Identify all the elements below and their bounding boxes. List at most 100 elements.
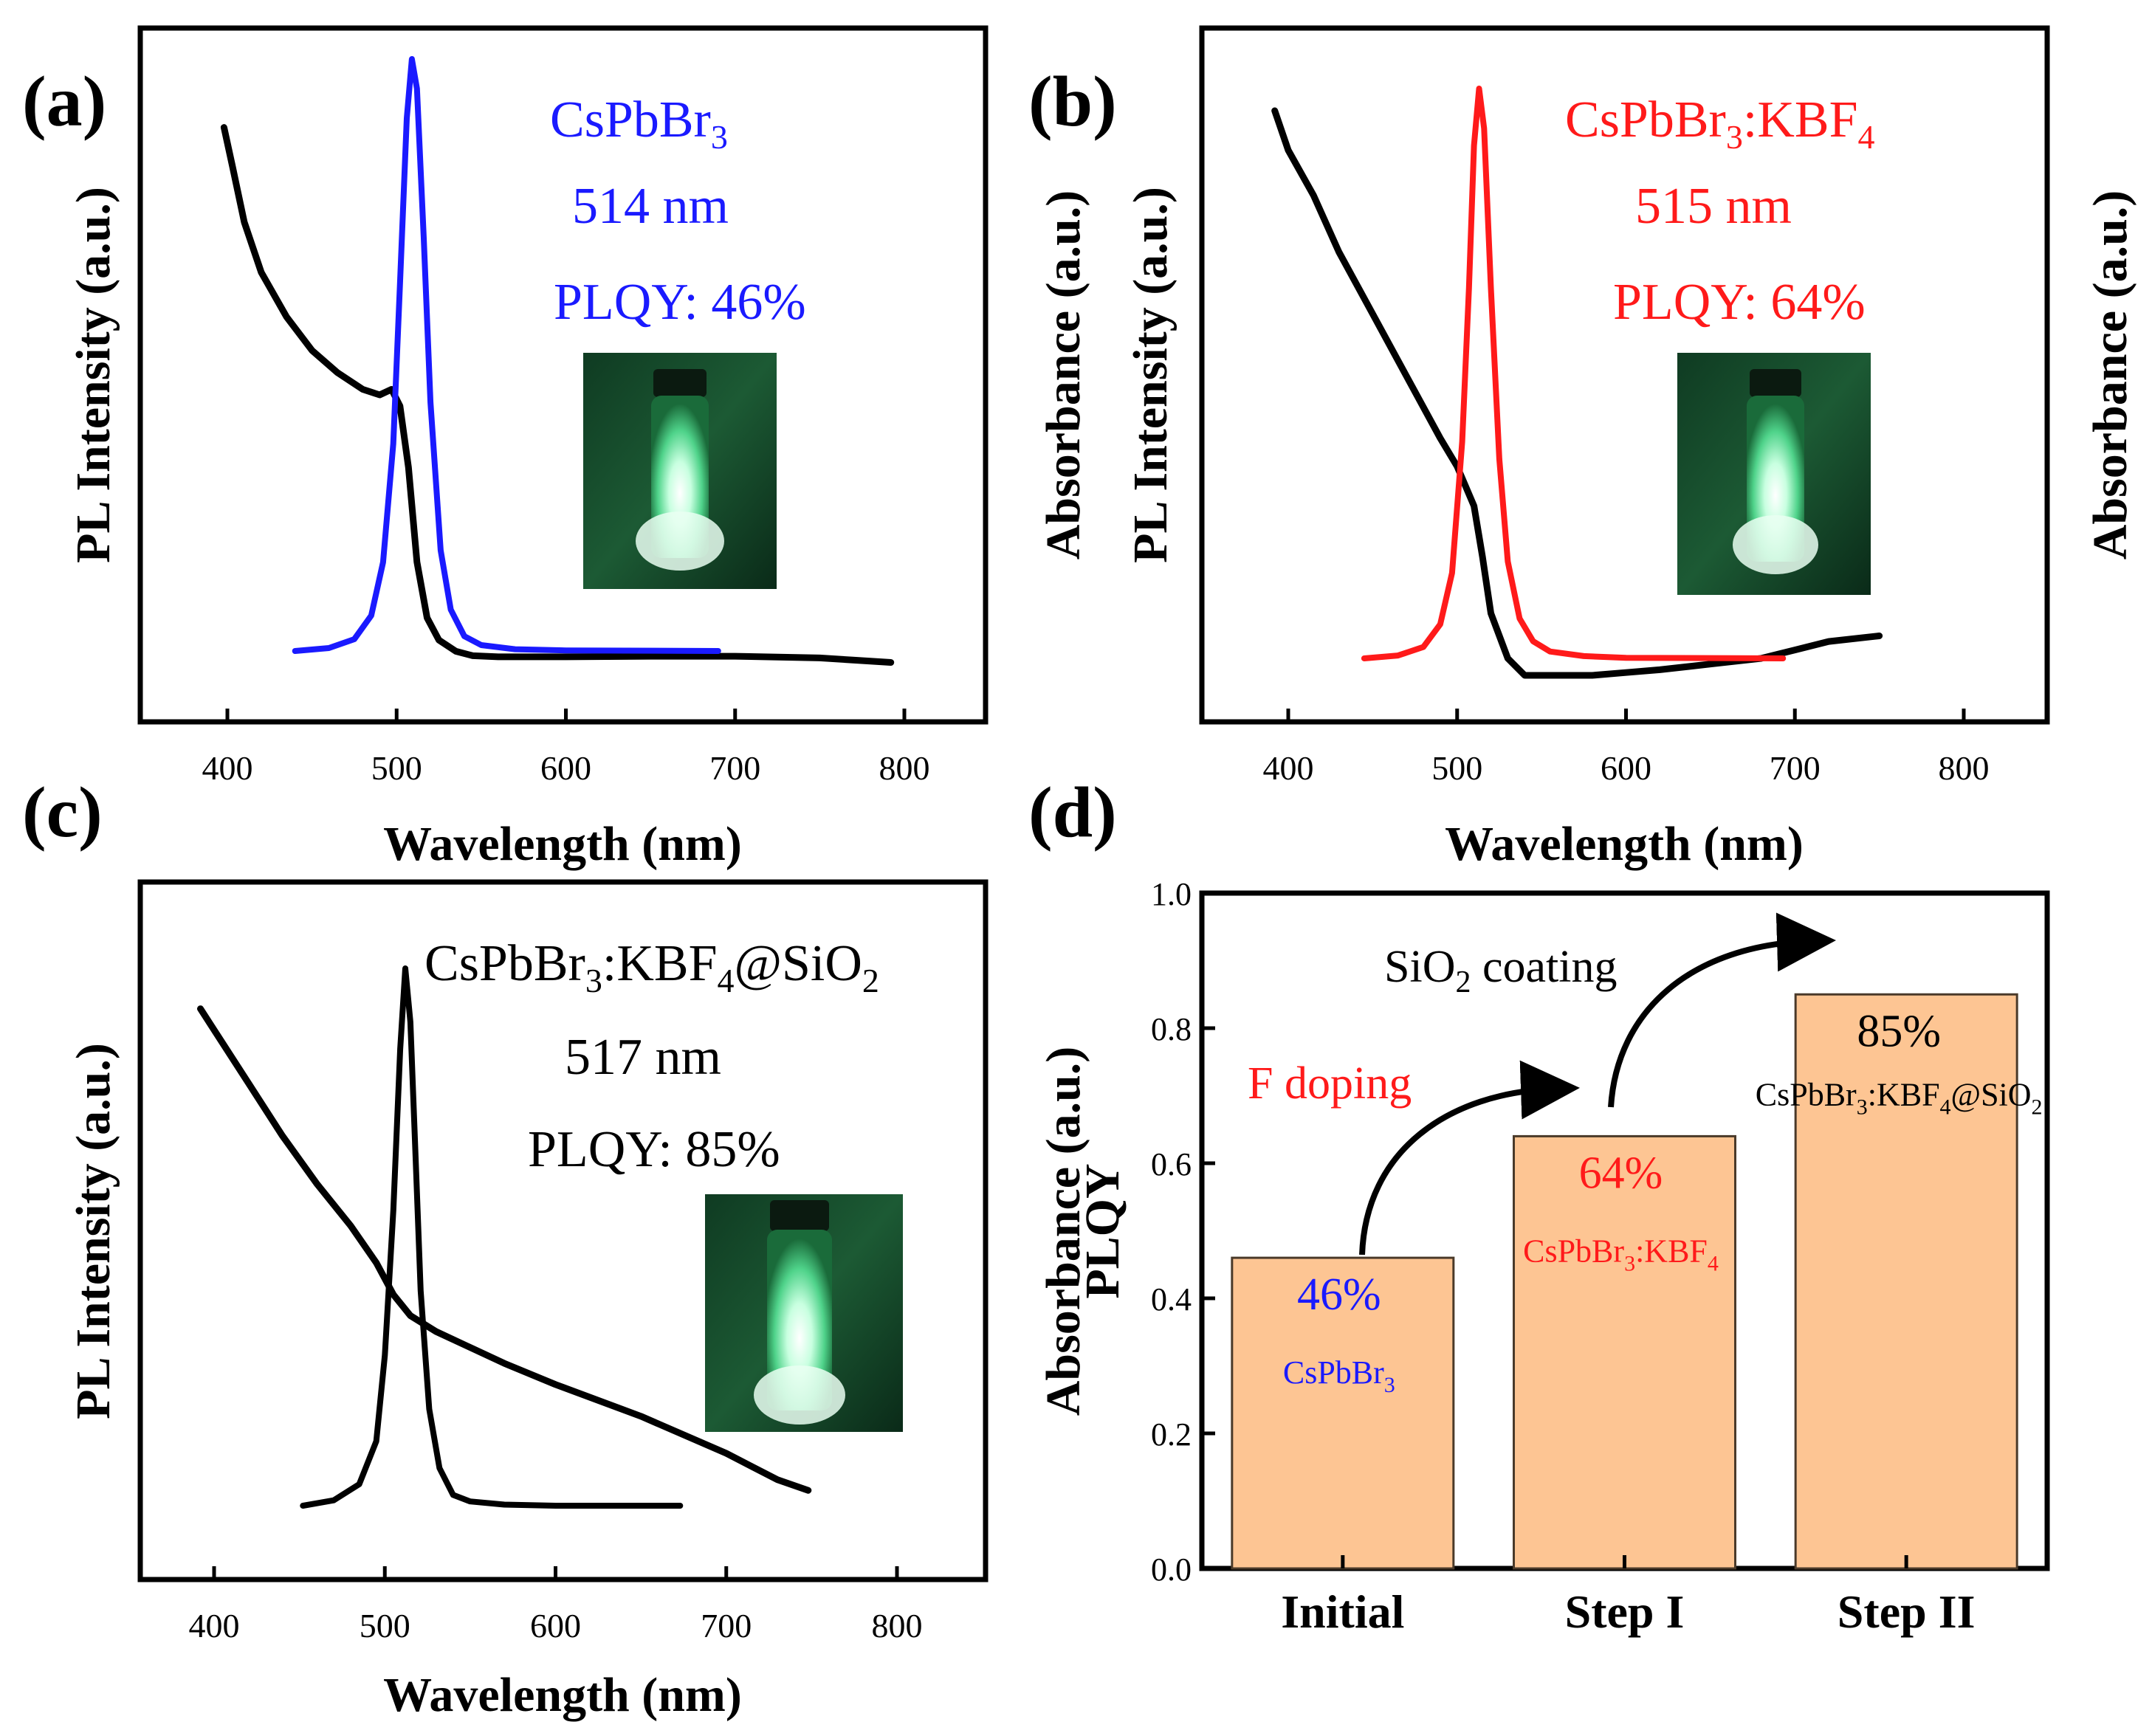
sample-name-a: CsPbBr3 bbox=[550, 92, 728, 156]
bar-1 bbox=[1513, 1134, 1736, 1570]
sample-name-c: CsPbBr3:KBF4@SiO2 bbox=[424, 935, 879, 999]
absorbance-line-a bbox=[220, 124, 895, 666]
y-tick-label-d-5: 1.0 bbox=[1151, 876, 1192, 912]
absorbance-line-c bbox=[197, 1005, 812, 1494]
arrow-sio2-coating bbox=[1608, 912, 1836, 1108]
x-tick-label-c-2: 600 bbox=[530, 1607, 581, 1644]
y-ticks-d: 0.0 0.2 0.4 0.6 0.8 1.0 bbox=[1151, 876, 1215, 1588]
plot-frame-a bbox=[137, 25, 989, 725]
category-labels-d: Initial Step I Step II bbox=[1281, 1555, 1976, 1638]
y-tick-label-d-0: 0.0 bbox=[1151, 1551, 1192, 1588]
y-axis-label-a: PL Intensity (a.u.) bbox=[66, 187, 120, 563]
y-tick-label-d-1: 0.2 bbox=[1151, 1416, 1192, 1453]
peak-label-b: 515 nm bbox=[1635, 178, 1792, 235]
sample-name-b-base: CsPbBr bbox=[1565, 92, 1726, 148]
x-tick-label-a-4: 800 bbox=[879, 749, 930, 787]
y-axis-label-c: PL Intensity (a.u.) bbox=[66, 1043, 120, 1419]
arrow-f-doping bbox=[1359, 1060, 1580, 1256]
y-tick-label-d-3: 0.6 bbox=[1151, 1146, 1192, 1182]
y-axis-label-b-right: Absorbance (a.u.) bbox=[2083, 190, 2137, 560]
sample-name-b-sub2: 4 bbox=[1858, 118, 1875, 156]
sio2-coating-sub: 2 bbox=[1455, 965, 1471, 999]
x-tick-label-a-1: 500 bbox=[371, 749, 422, 787]
inset-vial-a bbox=[583, 353, 777, 589]
bar-2 bbox=[1794, 993, 2018, 1570]
panel-label-a: (a) bbox=[22, 62, 106, 142]
peak-label-c: 517 nm bbox=[565, 1029, 721, 1086]
x-tick-label-b-0: 400 bbox=[1263, 749, 1314, 787]
value-label-2: 85% bbox=[1857, 1006, 1941, 1056]
sample-name-c-sub3: 2 bbox=[862, 962, 879, 999]
y-axis-label-d: PLQY bbox=[1076, 1163, 1130, 1298]
sample-name-c-rest2: @SiO bbox=[735, 935, 862, 992]
pl-line-b bbox=[1361, 86, 1787, 661]
sio2-coating-post: coating bbox=[1471, 942, 1617, 992]
sample-name-a-base: CsPbBr bbox=[550, 92, 711, 148]
sample-label-1: CsPbBr3:KBF4 bbox=[1523, 1233, 1719, 1275]
x-axis-label-c: Wavelength (nm) bbox=[383, 1668, 742, 1722]
y-axis-label-b-abs: Absorbance (a.u.) bbox=[1037, 190, 1090, 560]
bar-0 bbox=[1231, 1256, 1455, 1570]
plqy-label-c: PLQY: 85% bbox=[528, 1121, 780, 1178]
y-axis-label-d-abs: Absorbance (a.u.) bbox=[1037, 1047, 1090, 1416]
sample-name-c-sub: 3 bbox=[585, 962, 602, 999]
sample-name-c-base: CsPbBr bbox=[424, 935, 585, 992]
panel-c: (c) 400 500 600 700 800 Wavelength (nm) PL I… bbox=[22, 773, 989, 1722]
x-axis-label-a: Wavelength (nm) bbox=[383, 817, 742, 871]
plqy-label-a: PLQY: 46% bbox=[554, 274, 806, 331]
value-label-1: 64% bbox=[1579, 1148, 1663, 1198]
x-axis-label-b: Wavelength (nm) bbox=[1445, 817, 1804, 871]
x-tick-label-c-3: 700 bbox=[701, 1607, 752, 1644]
x-tick-label-a-3: 700 bbox=[709, 749, 760, 787]
x-tick-label-b-3: 700 bbox=[1770, 749, 1821, 787]
plot-frame-c bbox=[137, 879, 989, 1582]
sample-name-b-sub: 3 bbox=[1726, 118, 1743, 156]
x-tick-label-b-1: 500 bbox=[1431, 749, 1482, 787]
panel-b: (b) 400 500 600 700 800 Wavelength (nm) Abso… bbox=[1028, 25, 2137, 871]
x-tick-label-b-4: 800 bbox=[1939, 749, 1990, 787]
plqy-label-b: PLQY: 64% bbox=[1613, 274, 1866, 331]
y-tick-label-d-2: 0.4 bbox=[1151, 1281, 1192, 1318]
sample-name-c-rest: :KBF bbox=[602, 935, 718, 992]
sample-label-2: CsPbBr3:KBF4@SiO2 bbox=[1756, 1076, 2043, 1119]
panel-d: (d) Absorbance (a.u.) PLQY 0.00.20.40.60… bbox=[1028, 773, 2050, 1638]
y-axis-label-b-pl: PL Intensity (a.u.) bbox=[1124, 187, 1178, 563]
category-label-0: Initial bbox=[1281, 1585, 1404, 1638]
y-tick-label-d-4: 0.8 bbox=[1151, 1011, 1192, 1047]
panel-a: (a) 400 500 600 700 800 Wavelength (nm) PL I… bbox=[22, 25, 989, 871]
x-ticks-a: 400 500 600 700 800 bbox=[202, 709, 930, 787]
panel-label-b: (b) bbox=[1028, 62, 1117, 142]
x-tick-label-b-2: 600 bbox=[1601, 749, 1651, 787]
x-tick-label-a-0: 400 bbox=[202, 749, 253, 787]
x-tick-label-a-2: 600 bbox=[540, 749, 591, 787]
pl-line-c bbox=[300, 965, 684, 1509]
sample-name-b: CsPbBr3:KBF4 bbox=[1565, 92, 1875, 156]
pl-line-a bbox=[292, 56, 721, 654]
x-ticks-c: 400 500 600 700 800 bbox=[189, 1566, 923, 1644]
panel-label-d: (d) bbox=[1028, 773, 1117, 852]
series-group-c bbox=[197, 965, 812, 1509]
bar-group-d: 46% CsPbBr3 64% CsPbBr3:KBF4 85% CsPbBr3:KBF4… bbox=[1231, 993, 2043, 1570]
x-tick-label-c-0: 400 bbox=[189, 1607, 240, 1644]
sio2-coating-pre: SiO bbox=[1384, 942, 1455, 992]
category-label-1: Step I bbox=[1565, 1585, 1685, 1638]
peak-label-a: 514 nm bbox=[572, 178, 729, 235]
x-tick-label-c-4: 800 bbox=[872, 1607, 923, 1644]
value-label-0: 46% bbox=[1297, 1270, 1381, 1320]
f-doping-label: F doping bbox=[1248, 1058, 1412, 1109]
series-group-a bbox=[220, 56, 895, 666]
sample-name-c-sub2: 4 bbox=[718, 962, 735, 999]
sample-name-a-sub: 3 bbox=[711, 118, 728, 156]
sio2-coating-label: SiO2 coating bbox=[1384, 942, 1617, 999]
x-ticks-b: 400 500 600 700 800 bbox=[1263, 709, 1990, 787]
absorbance-line-b bbox=[1271, 107, 1883, 679]
inset-vial-c bbox=[705, 1194, 903, 1432]
x-tick-label-c-1: 500 bbox=[360, 1607, 410, 1644]
series-group-b bbox=[1271, 86, 1883, 679]
inset-vial-b bbox=[1677, 353, 1871, 595]
sample-name-b-rest: :KBF bbox=[1743, 92, 1858, 148]
sample-label-0: CsPbBr3 bbox=[1283, 1354, 1395, 1397]
category-label-2: Step II bbox=[1838, 1585, 1976, 1638]
panel-label-c: (c) bbox=[22, 773, 103, 852]
